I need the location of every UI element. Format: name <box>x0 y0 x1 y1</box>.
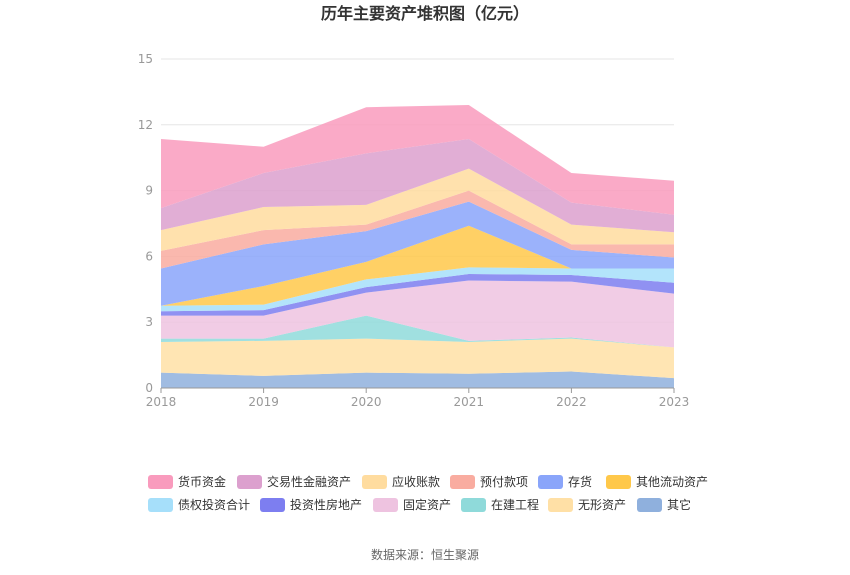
legend-swatch <box>260 498 285 512</box>
legend-label: 其他流动资产 <box>636 475 708 489</box>
legend-label: 其它 <box>667 497 691 512</box>
x-tick-label: 2018 <box>146 395 177 409</box>
legend-label: 固定资产 <box>403 497 451 512</box>
legend-swatch <box>606 475 631 489</box>
area-在建工程 <box>161 315 674 348</box>
legend-label: 交易性金融资产 <box>267 474 351 489</box>
y-tick-label: 3 <box>145 315 153 329</box>
legend-item[interactable]: 预付款项 <box>450 475 528 489</box>
area-应收账款 <box>161 168 674 251</box>
legend-label: 投资性房地产 <box>290 497 362 512</box>
legend-item[interactable]: 债权投资合计 <box>148 497 250 512</box>
area-债权投资合计 <box>161 267 674 312</box>
legend-item[interactable]: 交易性金融资产 <box>237 474 351 489</box>
y-tick-label: 0 <box>145 381 153 395</box>
y-tick-label: 6 <box>145 249 153 263</box>
source-note: 数据来源：恒生聚源 <box>371 547 479 562</box>
x-tick-label: 2021 <box>454 395 485 409</box>
legend-label: 货币资金 <box>178 474 226 489</box>
x-tick-label: 2023 <box>659 395 690 409</box>
legend-item[interactable]: 存货 <box>538 474 592 489</box>
legend-label: 应收账款 <box>392 474 440 489</box>
legend-label: 债权投资合计 <box>178 497 250 512</box>
y-tick-label: 9 <box>145 184 153 198</box>
legend-item[interactable]: 在建工程 <box>461 497 539 512</box>
legend-item[interactable]: 投资性房地产 <box>260 497 362 512</box>
legend-label: 存货 <box>568 474 592 489</box>
x-tick-label: 2020 <box>351 395 382 409</box>
legend-swatch <box>548 498 573 512</box>
legend-item[interactable]: 无形资产 <box>548 498 626 512</box>
area-货币资金 <box>161 105 674 215</box>
legend-swatch <box>450 475 475 489</box>
area-投资性房地产 <box>161 273 674 316</box>
legend-swatch <box>148 475 173 489</box>
legend-item[interactable]: 货币资金 <box>148 474 226 489</box>
axes: 2018 2019 2020 2021 2022 2023 <box>146 387 690 409</box>
legend-swatch <box>461 498 486 512</box>
legend-label: 预付款项 <box>480 475 528 489</box>
area-固定资产 <box>161 280 674 348</box>
legend-swatch <box>373 498 398 512</box>
chart-title: 历年主要资产堆积图（亿元） <box>321 4 529 23</box>
legend-item[interactable]: 固定资产 <box>373 497 451 512</box>
area-其他流动资产 <box>161 225 674 306</box>
legend-swatch <box>362 475 387 489</box>
legend-swatch <box>148 498 173 512</box>
area-存货 <box>161 201 674 306</box>
x-tick-label: 2019 <box>248 395 279 409</box>
y-tick-label: 15 <box>138 52 153 66</box>
legend-item[interactable]: 其它 <box>637 497 691 512</box>
y-tick-label: 12 <box>138 118 153 132</box>
legend-swatch <box>538 475 563 489</box>
area-series <box>161 105 674 388</box>
legend-swatch <box>637 498 662 512</box>
legend-item[interactable]: 其他流动资产 <box>606 475 708 489</box>
x-tick-label: 2022 <box>556 395 587 409</box>
area-交易性金融资产 <box>161 139 674 233</box>
legend-label: 无形资产 <box>578 498 626 512</box>
legend-item[interactable]: 应收账款 <box>362 474 440 489</box>
legend-swatch <box>237 475 262 489</box>
legend-label: 在建工程 <box>491 497 539 512</box>
area-无形资产 <box>161 338 674 379</box>
area-其它 <box>161 371 674 388</box>
